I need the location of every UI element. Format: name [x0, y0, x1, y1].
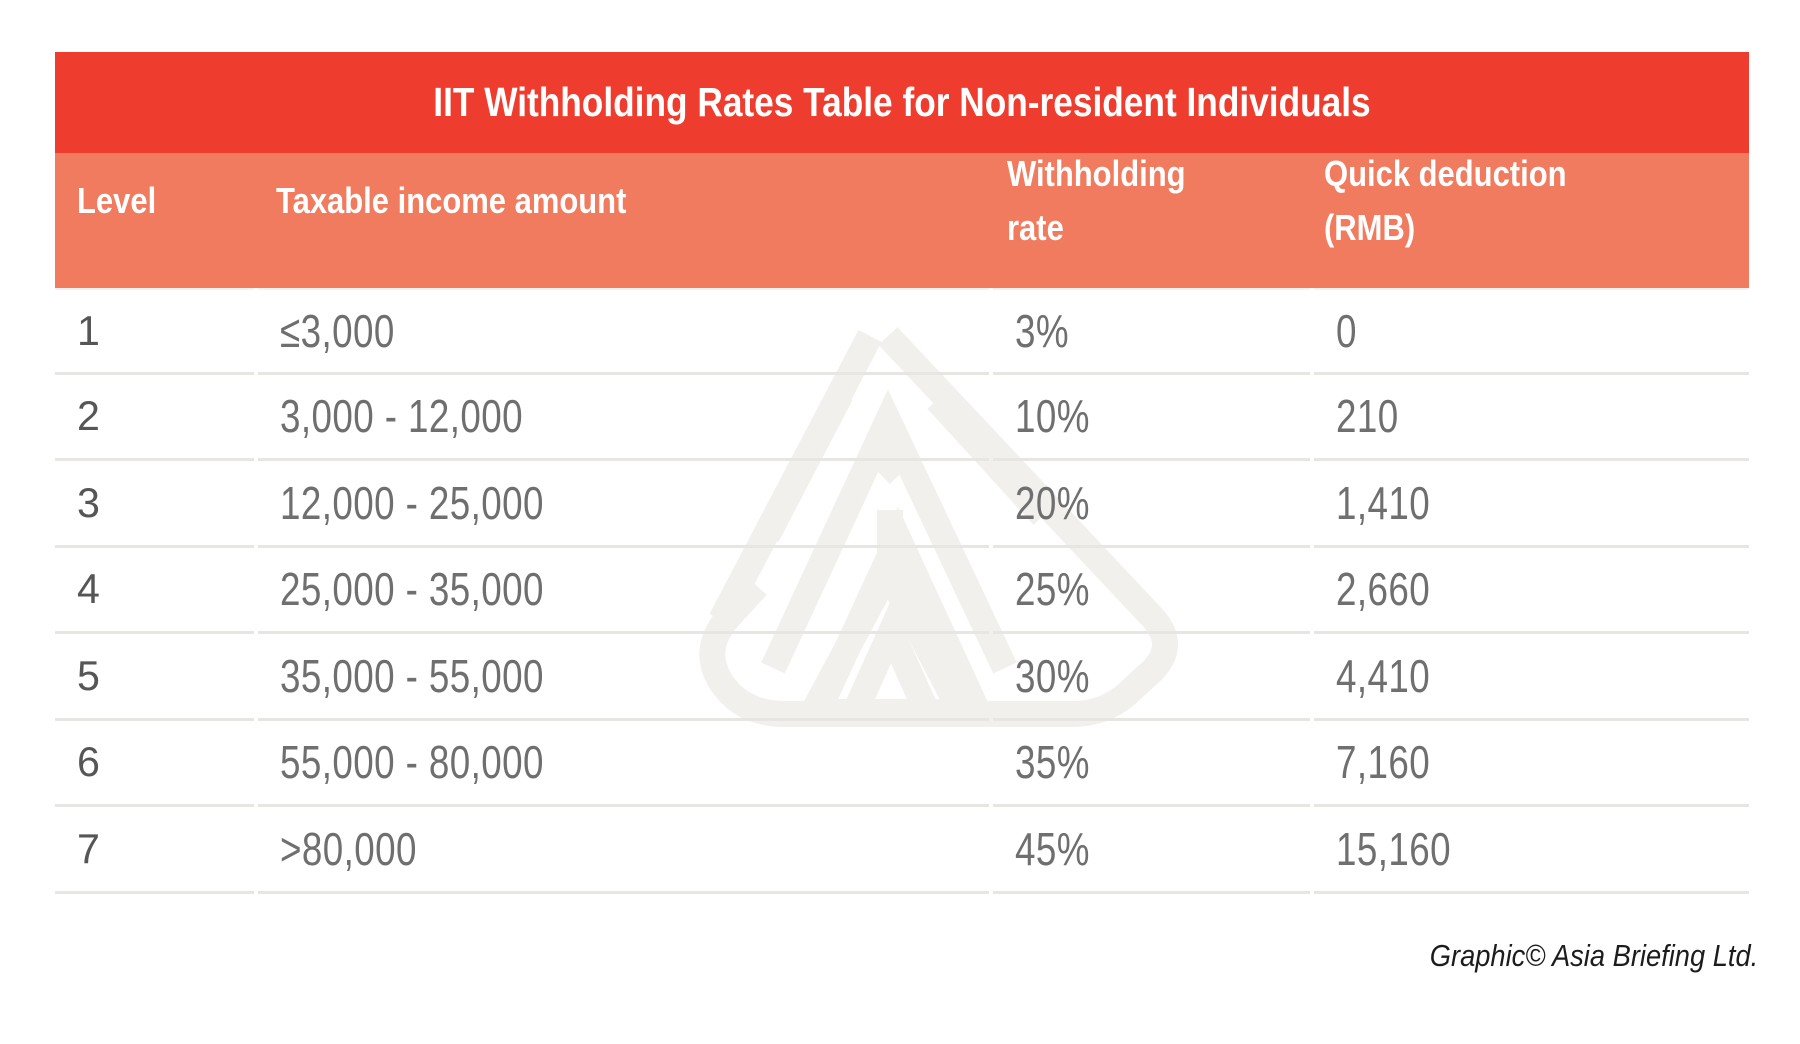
cell-income: 55,000 - 80,000	[258, 721, 989, 807]
table-row: 7 >80,000 45% 15,160	[55, 807, 1749, 894]
cell-income: 12,000 - 25,000	[258, 461, 989, 548]
cell-rate: 25%	[993, 548, 1310, 634]
cell-deduction: 2,660	[1314, 548, 1749, 634]
cell-level: 4	[55, 548, 254, 634]
cell-level: 3	[55, 461, 254, 548]
cell-level: 1	[55, 288, 254, 375]
cell-rate: 20%	[993, 461, 1310, 548]
table-row: 3 12,000 - 25,000 20% 1,410	[55, 461, 1749, 548]
table-title: IIT Withholding Rates Table for Non-resi…	[433, 79, 1371, 125]
cell-rate: 45%	[993, 807, 1310, 894]
column-header-deduction: Quick deduction (RMB)	[1324, 152, 1567, 248]
cell-income: >80,000	[258, 807, 989, 894]
table-row: 6 55,000 - 80,000 35% 7,160	[55, 721, 1749, 807]
column-header-level: Level	[77, 179, 157, 221]
table-title-bar: IIT Withholding Rates Table for Non-resi…	[55, 52, 1749, 153]
cell-income: 35,000 - 55,000	[258, 634, 989, 721]
column-header-rate: Withholding rate	[1007, 152, 1186, 248]
cell-deduction: 0	[1314, 288, 1749, 375]
graphic-credit: Graphic© Asia Briefing Ltd.	[1429, 938, 1758, 973]
cell-income: 3,000 - 12,000	[258, 375, 989, 461]
table-row: 4 25,000 - 35,000 25% 2,660	[55, 548, 1749, 634]
cell-income: 25,000 - 35,000	[258, 548, 989, 634]
cell-income: ≤3,000	[258, 288, 989, 375]
table-body: 1 ≤3,000 3% 0 2 3,000 - 12,000 10% 210 3…	[55, 288, 1749, 894]
table-row: 5 35,000 - 55,000 30% 4,410	[55, 634, 1749, 721]
cell-level: 7	[55, 807, 254, 894]
cell-deduction: 4,410	[1314, 634, 1749, 721]
cell-deduction: 7,160	[1314, 721, 1749, 807]
iit-withholding-table: IIT Withholding Rates Table for Non-resi…	[55, 52, 1749, 894]
cell-deduction: 210	[1314, 375, 1749, 461]
cell-rate: 30%	[993, 634, 1310, 721]
cell-rate: 35%	[993, 721, 1310, 807]
cell-level: 6	[55, 721, 254, 807]
column-header-row: Level Taxable income amount Withholding …	[55, 153, 1749, 288]
cell-rate: 3%	[993, 288, 1310, 375]
cell-rate: 10%	[993, 375, 1310, 461]
cell-deduction: 15,160	[1314, 807, 1749, 894]
table-row: 2 3,000 - 12,000 10% 210	[55, 375, 1749, 461]
column-header-income: Taxable income amount	[276, 179, 627, 221]
table-row: 1 ≤3,000 3% 0	[55, 288, 1749, 375]
cell-level: 2	[55, 375, 254, 461]
cell-deduction: 1,410	[1314, 461, 1749, 548]
cell-level: 5	[55, 634, 254, 721]
